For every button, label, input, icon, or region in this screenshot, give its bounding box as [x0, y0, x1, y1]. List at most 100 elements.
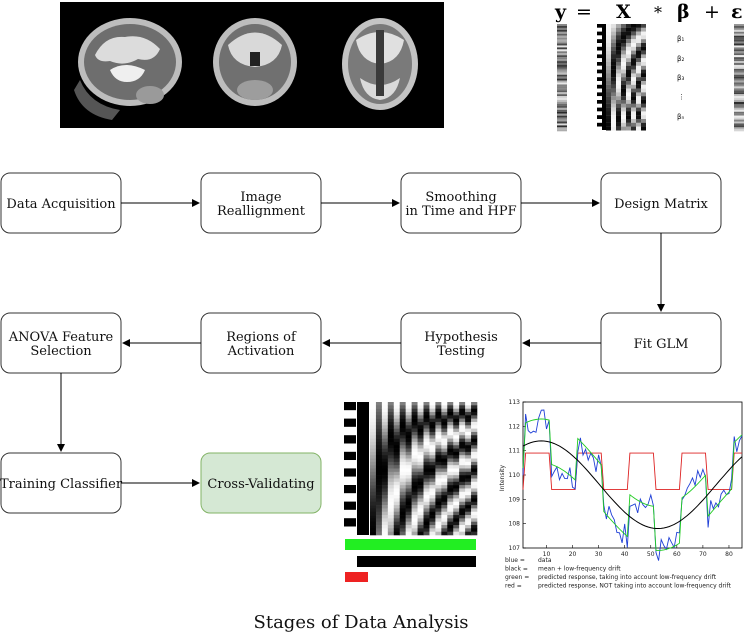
dm-cell	[447, 515, 454, 519]
dm-cell	[441, 458, 448, 463]
x-cell	[636, 119, 641, 123]
dm-cell	[453, 481, 460, 486]
box-smoothing[interactable]: Smoothing in Time and HPF	[400, 172, 522, 234]
dm-cell	[459, 531, 466, 536]
box-hypothesis-testing[interactable]: Hypothesis Testing	[400, 312, 522, 374]
dm-cell	[423, 438, 430, 443]
eps-stripe	[734, 125, 744, 128]
dm-cell	[441, 451, 448, 456]
box-hypothesis-testing-line2: Testing	[437, 344, 485, 359]
dm-cell	[429, 461, 436, 466]
x-cell	[616, 62, 621, 66]
dm-cell	[465, 441, 472, 446]
box-image-reallignment[interactable]: Image Reallignment	[200, 172, 322, 234]
x-cell	[606, 107, 611, 112]
dm-cell	[399, 528, 406, 532]
dm-cell	[447, 481, 454, 486]
dm-cell	[435, 418, 442, 423]
eps-stripe	[734, 78, 744, 81]
y-stripe	[557, 80, 567, 83]
box-hypothesis-testing-line1: Hypothesis	[424, 330, 498, 345]
dm-cell	[447, 485, 454, 489]
x-cell	[621, 88, 626, 93]
eps-stripe	[734, 53, 744, 56]
x-cell	[606, 65, 611, 70]
y-stripe	[557, 88, 567, 91]
dm-cell	[465, 498, 472, 503]
dm-cell	[393, 425, 401, 429]
eps-stripe	[734, 92, 744, 95]
dm-cell	[435, 491, 442, 496]
x-block-column-cell	[597, 65, 602, 70]
dm-cell	[423, 411, 430, 416]
dm-cell	[370, 428, 377, 433]
x-cell	[631, 88, 636, 93]
legend-text: mean + low-frequency drift	[538, 566, 621, 573]
dm-cell	[399, 525, 406, 529]
beta-ellipsis: ⋮	[678, 93, 685, 101]
dm-cell	[459, 511, 466, 516]
x-block-column-cell	[597, 27, 602, 32]
x-cell	[611, 103, 616, 108]
equation-plus: +	[704, 1, 720, 23]
x-cell	[641, 92, 646, 97]
x-cell	[636, 84, 641, 89]
x-cell	[616, 65, 621, 70]
dm-cell	[423, 435, 430, 439]
x-cell	[636, 54, 641, 59]
dm-cell	[387, 425, 395, 429]
dm-cell	[411, 478, 418, 483]
y-stripe	[557, 125, 567, 128]
y-tick-label: 110	[509, 472, 521, 479]
dm-cell	[399, 418, 406, 423]
dm-cell	[465, 461, 472, 466]
dm-cell	[423, 455, 430, 459]
dm-cell	[465, 418, 472, 423]
dm-block-cell	[344, 518, 356, 527]
dm-cell	[417, 455, 424, 459]
box-data-acquisition[interactable]: Data Acquisition	[0, 172, 122, 234]
dm-cell	[453, 405, 460, 409]
box-training-classifier[interactable]: Training Classifier	[0, 452, 123, 514]
box-anova-feature-selection[interactable]: ANOVA Feature Selection	[0, 312, 122, 374]
beta-3: β₃	[677, 74, 684, 82]
dm-cell	[411, 491, 418, 496]
x-tick-label: 50	[647, 551, 655, 558]
dm-cell	[393, 498, 401, 503]
eps-stripe	[734, 33, 744, 36]
dm-cell	[471, 438, 478, 443]
x-cell	[616, 54, 621, 59]
dm-cell	[429, 425, 436, 429]
dm-cell	[429, 451, 436, 456]
dm-cell	[411, 451, 418, 456]
y-stripe	[557, 70, 567, 73]
dm-cell	[375, 515, 383, 519]
dm-block-cell	[344, 485, 356, 494]
dm-cell	[459, 445, 466, 449]
dm-cell	[370, 501, 377, 506]
box-design-matrix[interactable]: Design Matrix	[600, 172, 722, 234]
dm-cell	[465, 505, 472, 509]
dm-cell	[370, 521, 377, 526]
dm-cell	[381, 465, 389, 469]
dm-cell	[459, 431, 466, 436]
box-regions-of-activation[interactable]: Regions of Activation	[200, 312, 322, 374]
x-cell	[641, 58, 646, 63]
x-cell	[611, 24, 616, 28]
dm-cell	[453, 525, 460, 529]
x-cell	[636, 35, 641, 40]
series-green-line	[522, 418, 743, 551]
eps-stripe	[734, 41, 744, 44]
box-cross-validating[interactable]: Cross-Validating	[200, 452, 322, 514]
x-block-column-cell	[597, 39, 602, 43]
eps-stripe	[734, 129, 744, 132]
x-cell	[621, 27, 626, 32]
box-fit-glm[interactable]: Fit GLM	[600, 312, 722, 374]
x-cell	[606, 62, 611, 66]
dm-cell	[405, 508, 412, 513]
dm-cell	[393, 441, 401, 446]
x-cell	[636, 31, 641, 36]
dm-cell	[429, 498, 436, 503]
x-cell	[641, 65, 646, 70]
dm-cell	[459, 418, 466, 423]
